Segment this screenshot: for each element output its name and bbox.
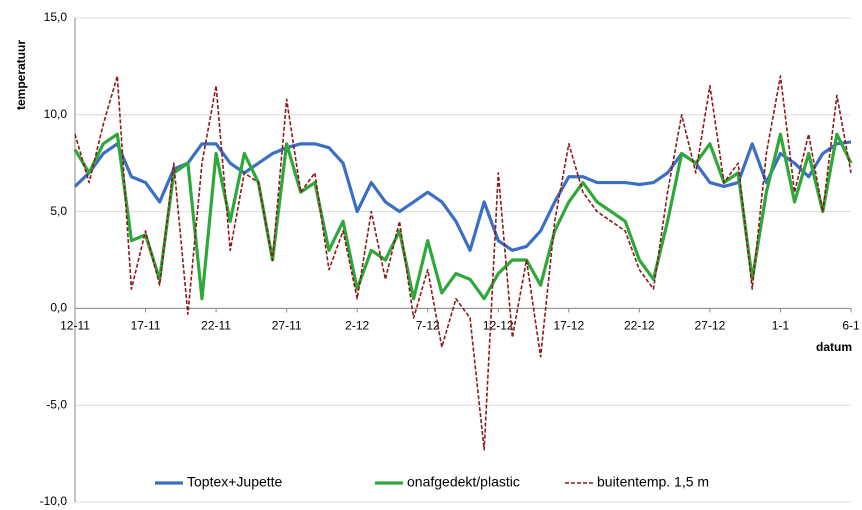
y-tick-label: 15,0 (44, 10, 68, 24)
y-tick-label: 5,0 (50, 204, 67, 218)
x-tick-label: 17-12 (553, 319, 584, 333)
x-tick-label: 22-11 (201, 319, 231, 333)
y-tick-label: -10,0 (40, 494, 68, 508)
y-tick-label: -5,0 (46, 397, 67, 411)
y-axis-label: temperatuur (14, 40, 28, 110)
x-tick-label: 27-12 (695, 319, 726, 333)
x-tick-label: 2-12 (345, 319, 369, 333)
legend-label: Toptex+Jupette (187, 474, 283, 490)
series-line (73, 140, 852, 252)
x-tick-label: 22-12 (624, 319, 655, 333)
y-tick-label: 10,0 (44, 107, 68, 121)
series-line (73, 132, 853, 301)
series-line (74, 75, 852, 451)
x-tick-label: 27-11 (272, 319, 302, 333)
x-tick-label: 12-11 (60, 319, 90, 333)
legend-label: onafgedekt/plastic (407, 474, 520, 490)
x-tick-label: 7-12 (416, 319, 440, 333)
x-tick-label: 12-12 (483, 319, 514, 333)
y-tick-label: 0,0 (50, 301, 67, 315)
x-tick-label: 6-1 (842, 319, 860, 333)
x-tick-label: 1-1 (772, 319, 790, 333)
x-tick-label: 17-11 (131, 319, 161, 333)
legend-label: buitentemp. 1,5 m (597, 474, 709, 490)
x-axis-label: datum (816, 340, 852, 354)
